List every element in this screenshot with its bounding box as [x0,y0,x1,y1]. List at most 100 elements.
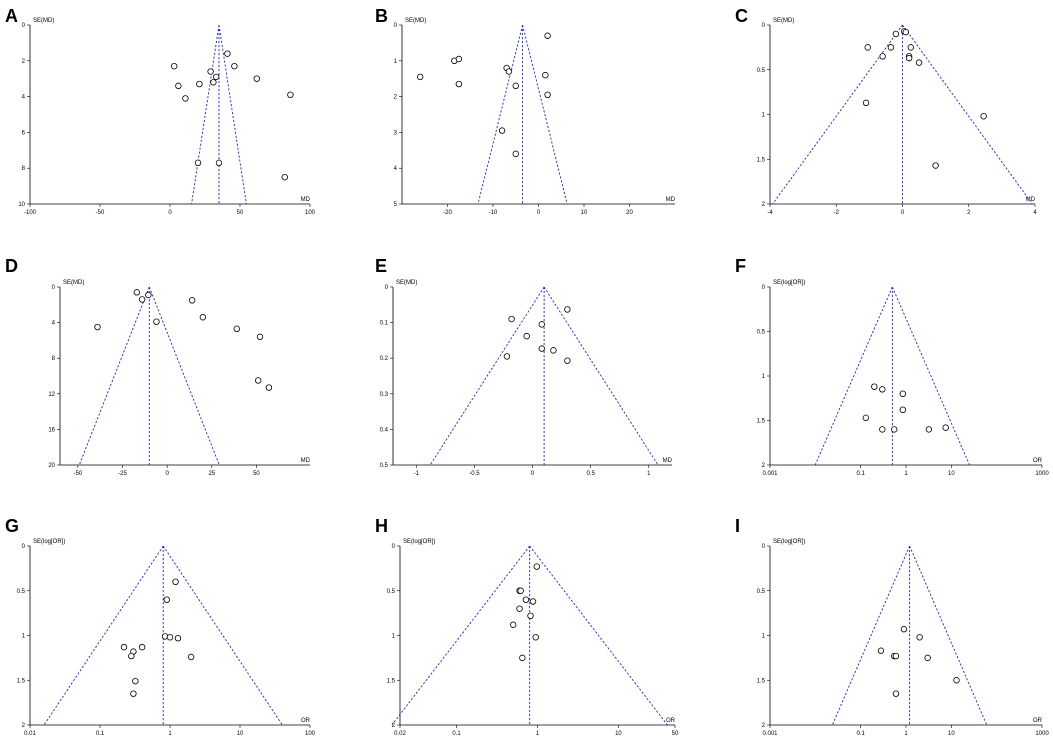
study-point [522,596,530,603]
study-point [182,95,189,102]
y-tick-label: 0 [52,285,56,291]
funnel-right-limit [148,286,220,466]
funnel-left-limit [831,545,911,726]
x-tick-label: -100 [24,210,37,216]
panel-letter: C [735,6,748,26]
x-tick-label: 1 [904,471,908,477]
y-axis-title: SE(MD) [405,18,426,24]
study-point [503,353,511,360]
study-point [498,127,506,134]
y-tick-label: 4 [394,166,398,172]
y-axis-title: SE(log[OR]) [403,539,435,545]
study-point [544,91,551,99]
y-tick-label: 1 [394,59,398,65]
study-point [924,654,931,662]
study-point [925,426,933,433]
panel-letter: E [375,256,387,276]
study-point [538,345,545,352]
y-tick-label: 3 [394,130,398,136]
y-tick-label: 12 [48,392,55,398]
study-point [224,50,231,57]
study-point [550,347,557,354]
x-tick-label: 0.02 [394,731,406,737]
funnel-right-limit [218,24,247,205]
x-tick-label: 0 [901,210,905,216]
x-tick-label: 1 [536,731,540,737]
x-tick-label: 1000 [1035,471,1049,477]
study-point [256,333,264,341]
x-tick-label: -10 [489,210,498,216]
x-tick-label: -1 [414,471,420,477]
y-tick-label: 1.5 [17,678,26,684]
y-tick-label: 4 [52,321,56,327]
x-tick-label: 0.1 [452,731,461,737]
x-tick-label: 100 [305,731,316,737]
y-tick-label: 0.5 [757,330,766,336]
x-tick-label: 0.1 [856,471,865,477]
study-point [199,314,207,321]
x-tick-label: 0.5 [586,471,595,477]
x-axis-title: OR [301,718,311,724]
study-point [877,647,885,654]
y-tick-label: 0.1 [380,321,389,327]
study-point [533,563,540,570]
study-point [287,91,294,99]
funnel-right-limit [909,545,988,726]
y-tick-label: 0 [394,23,398,29]
x-tick-label: 1 [168,731,172,737]
x-tick-label: -4 [767,210,773,216]
panel-i: I 0 0.5 1 1.5 2 0.001 0.1 1 10 1000 SE(log[OR]) OR [735,516,1049,737]
study-point [196,80,203,88]
study-point [212,73,220,81]
funnel-right-limit [902,24,1033,205]
y-tick-label: 4 [22,95,26,101]
y-tick-label: 0 [385,285,389,291]
x-axis-title: MD [663,458,673,464]
y-tick-label: 0 [762,23,766,29]
y-tick-label: 1 [762,113,766,119]
x-tick-label: -0.5 [469,471,480,477]
study-point [170,62,178,70]
study-point [133,289,140,296]
y-axis-title: SE(log[OR]) [773,280,805,286]
x-tick-label: 0 [537,210,541,216]
funnel-left-limit [772,24,903,205]
x-tick-label: 50 [237,210,244,216]
funnel-left-limit [814,286,893,466]
study-point [564,357,571,364]
study-point [892,690,900,697]
x-tick-label: 100 [305,210,316,216]
x-tick-label: 0 [165,471,169,477]
y-tick-label: 10 [18,202,25,208]
study-point [902,28,910,36]
study-point [519,654,526,662]
study-point [215,159,223,167]
panel-h: H 0 0.5 1 1.5 2 0.02 0.1 1 10 50 SE(log[OR]) OR [375,516,679,737]
panel-c: C 00.511.52-4 -2 0 2 4SE(MD)MD [735,6,1037,216]
study-point [527,612,534,620]
y-axis-title: SE(MD) [773,18,794,24]
y-tick-label: 20 [48,463,55,469]
y-tick-label: 0.5 [387,589,396,595]
study-point [942,424,949,431]
x-tick-label: 1 [647,471,651,477]
study-point [138,296,146,303]
study-point [512,150,519,158]
study-point [529,598,537,605]
y-tick-label: 0.5 [757,68,766,74]
study-point [891,426,898,433]
y-axis-title: SE(MD) [33,18,54,24]
study-point [932,162,939,169]
study-point [138,643,146,651]
y-tick-label: 0 [22,544,26,550]
study-point [523,332,530,340]
panel-letter: H [375,516,388,536]
x-tick-label: -2 [834,210,840,216]
funnel-left-limit [391,545,531,726]
study-point [94,323,101,331]
x-tick-label: -25 [118,471,127,477]
y-tick-label: 1.5 [757,678,766,684]
study-point [899,406,907,414]
y-tick-label: 2 [22,59,26,65]
